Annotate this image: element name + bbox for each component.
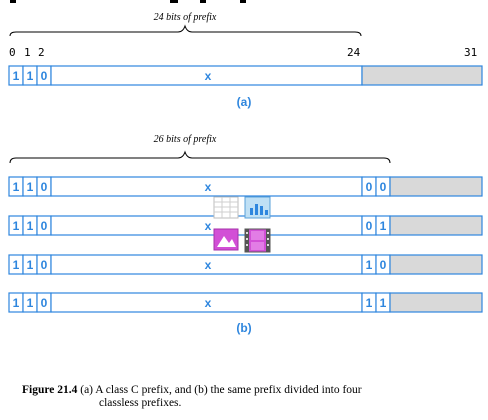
caption-line-2: classless prefixes.: [99, 397, 182, 409]
tick-label: 1: [24, 46, 31, 59]
x-label: x: [205, 69, 212, 83]
brace-b: [9, 150, 391, 164]
suffix-bit-value: 0: [380, 258, 387, 272]
bit-value: 0: [41, 69, 48, 83]
suffix-bit-value: 0: [380, 180, 387, 194]
suffix-bit-value: 1: [366, 258, 373, 272]
bit-value: 1: [13, 219, 20, 233]
tick-label: 31: [464, 46, 477, 59]
panel-b: 26 bits of prefix 1 1 0 x 0 0: [8, 134, 483, 335]
panel-label-a: (a): [237, 95, 252, 109]
bit-value: 1: [13, 180, 20, 194]
address-row-b3: 1 1 0 x 1 0: [8, 254, 483, 275]
tick-label: 2: [38, 46, 45, 59]
bit-value: 0: [41, 258, 48, 272]
x-label: x: [205, 258, 212, 272]
tick-label: 0: [9, 46, 16, 59]
bit-value: 0: [41, 180, 48, 194]
bit-value: 0: [41, 296, 48, 310]
panel-a: 24 bits of prefix 0 1 2 24 31 1 1 0 x (a…: [8, 12, 483, 109]
host-part-cell: [389, 176, 483, 197]
caption-line-1: (a) A class C prefix, and (b) the same p…: [80, 384, 362, 396]
bit-value: 1: [27, 219, 34, 233]
suffix-bit-value: 0: [366, 180, 373, 194]
address-row-b2: 1 1 0 x 0 1: [8, 215, 483, 236]
host-part-cell: [389, 215, 483, 236]
figure-number: Figure 21.4: [22, 384, 78, 396]
address-row-a: 1 1 0 x: [8, 65, 483, 86]
address-row-b4: 1 1 0 x 1 1: [8, 292, 483, 313]
bit-value: 1: [27, 69, 34, 83]
cropped-top-marks: [10, 0, 246, 3]
bit-value: 1: [13, 296, 20, 310]
prefix-label-a: 24 bits of prefix: [154, 12, 217, 23]
suffix-bit-value: 1: [366, 296, 373, 310]
bit-value: 1: [27, 296, 34, 310]
bit-value: 1: [27, 258, 34, 272]
bit-value: 1: [13, 258, 20, 272]
x-label: x: [205, 180, 212, 194]
suffix-bit-value: 1: [380, 219, 387, 233]
suffix-bit-value: 1: [380, 296, 387, 310]
figure-caption: Figure 21.4 (a) A class C prefix, and (b…: [22, 384, 482, 410]
prefix-label-b: 26 bits of prefix: [154, 134, 217, 145]
table-icon[interactable]: [213, 196, 239, 219]
x-label: x: [205, 219, 212, 233]
suffix-bit-value: 0: [366, 219, 373, 233]
host-part-cell: [389, 292, 483, 313]
address-prefix-diagram: 24 bits of prefix 0 1 2 24 31 1 1 0 x (a…: [8, 0, 483, 335]
host-part-cell: [389, 254, 483, 275]
film-icon[interactable]: [244, 228, 271, 253]
panel-label-b: (b): [236, 321, 251, 335]
host-part-cell: [361, 65, 483, 86]
tick-label: 24: [347, 46, 361, 59]
bit-value: 0: [41, 219, 48, 233]
bit-value: 1: [27, 180, 34, 194]
brace-a: [9, 24, 362, 37]
address-row-b1: 1 1 0 x 0 0: [8, 176, 483, 197]
x-label: x: [205, 296, 212, 310]
bit-value: 1: [13, 69, 20, 83]
image-icon[interactable]: [213, 228, 239, 251]
bar-chart-icon[interactable]: [244, 196, 271, 219]
